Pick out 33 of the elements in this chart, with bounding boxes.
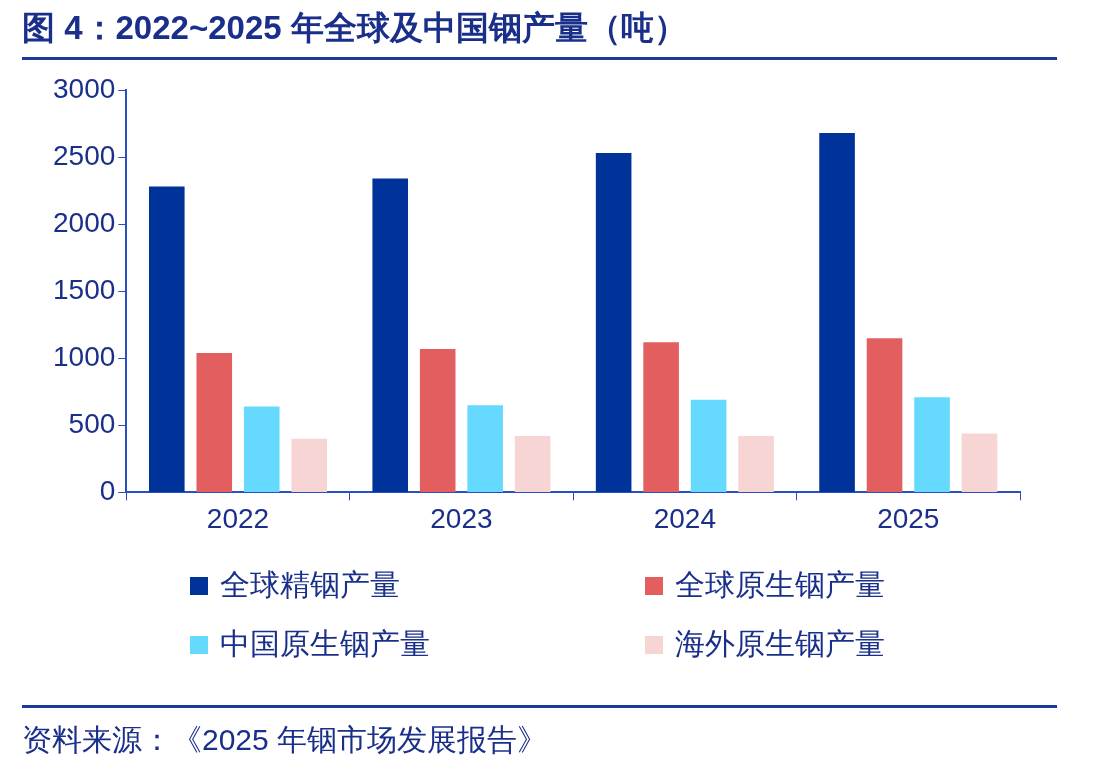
bar (690, 399, 727, 492)
bar (419, 348, 456, 492)
bar (196, 352, 233, 492)
y-tick-label: 500 (68, 408, 116, 440)
legend-label: 全球原生铟产量 (675, 566, 885, 604)
y-tick-label: 0 (99, 475, 116, 507)
bar (291, 438, 328, 492)
y-tick-label: 3000 (52, 72, 116, 104)
text: 资料来源：《2025 年铟市场发展报告》 (22, 705, 1057, 761)
bar (467, 405, 503, 492)
x-tick-label: 2024 (653, 502, 717, 534)
bar (595, 153, 632, 492)
y-tick-label: 1000 (52, 340, 116, 372)
x-tick-label: 2022 (206, 502, 270, 534)
bar (148, 186, 185, 492)
bar (243, 406, 280, 492)
bar (914, 397, 950, 492)
y-tick-label: 2500 (52, 139, 116, 171)
bar (738, 436, 774, 492)
x-tick-label: 2023 (430, 502, 493, 534)
legend-label: 全球精铟产量 (220, 566, 400, 604)
bar (372, 178, 409, 492)
y-tick-label: 2000 (52, 206, 116, 238)
bar (643, 342, 679, 492)
bar (514, 436, 551, 492)
legend-label: 中国原生铟产量 (220, 625, 430, 663)
bar (961, 433, 998, 492)
bar (866, 338, 903, 492)
y-tick-label: 1500 (52, 273, 116, 305)
x-tick-label: 2025 (877, 502, 940, 534)
bar (819, 132, 855, 492)
legend-label: 海外原生铟产量 (675, 625, 885, 663)
chart-title: 图 4：2022~2025 年全球及中国铟产量（吨） (22, 6, 1057, 60)
